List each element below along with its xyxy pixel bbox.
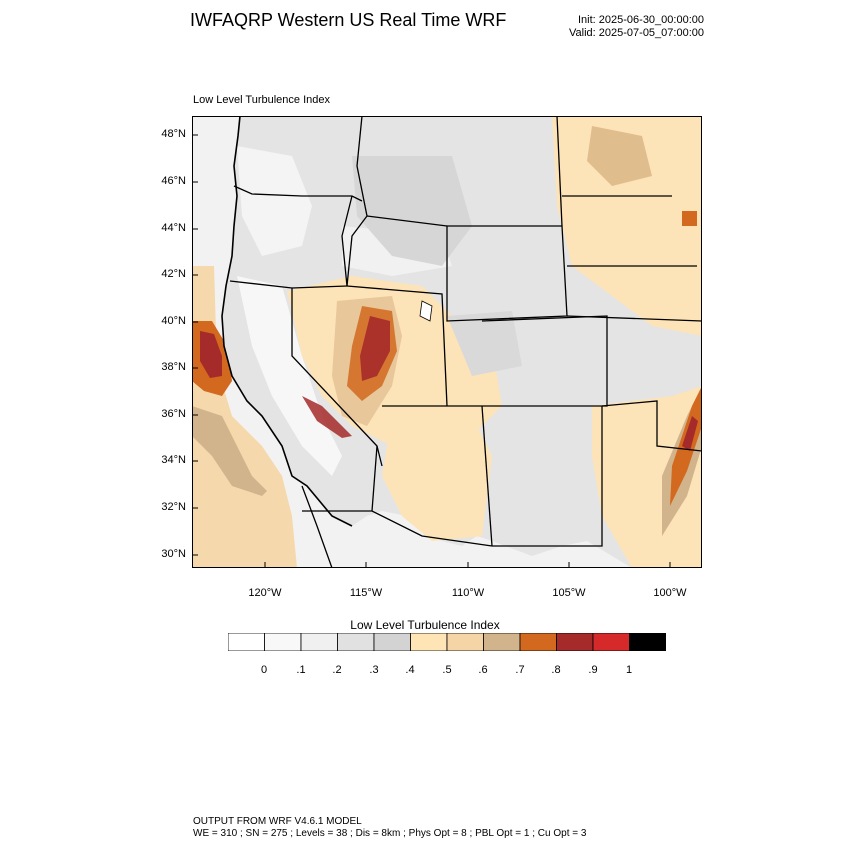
- colorbar-label-0-4: .4: [405, 664, 415, 676]
- montana-brown: [587, 126, 652, 186]
- map-frame: [192, 116, 702, 568]
- colorbar-label-0: 0: [260, 664, 268, 676]
- pacific-tan-field: [192, 266, 297, 568]
- colorbar-swatch-7: [483, 633, 521, 651]
- lat-label-46n: 46°N: [161, 175, 186, 187]
- lat-label-30n: 30°N: [161, 548, 186, 560]
- colorbar-label-0-5: .5: [442, 664, 452, 676]
- model-footer: OUTPUT FROM WRF V4.6.1 MODEL WE = 310 ; …: [193, 816, 586, 840]
- colorado-grey: [447, 311, 522, 376]
- main-title: IWFAQRP Western US Real Time WRF: [190, 10, 507, 30]
- sierra-streak: [302, 396, 352, 438]
- colorbar-swatch-9: [556, 633, 594, 651]
- southern-plains-tan: [592, 386, 702, 568]
- footer-model-line: OUTPUT FROM WRF V4.6.1 MODEL: [193, 816, 362, 827]
- colorbar-label-1: 1: [625, 664, 633, 676]
- colorbar: [228, 633, 666, 651]
- lat-label-42n: 42°N: [161, 268, 186, 280]
- coastline: [221, 116, 353, 527]
- lat-label-44n: 44°N: [161, 222, 186, 234]
- colorbar-label-0-9: .9: [588, 664, 598, 676]
- run-info: Init: 2025-06-30_00:00:00 Valid: 2025-07…: [569, 14, 704, 40]
- lat-label-40n: 40°N: [161, 315, 186, 327]
- colorbar-swatch-11: [629, 633, 666, 651]
- colorbar-swatch-6: [446, 633, 484, 651]
- lat-label-34n: 34°N: [161, 454, 186, 466]
- colorbar-swatch-2: [300, 633, 338, 651]
- colorbar-swatch-5: [410, 633, 448, 651]
- lon-label-120w: 120°W: [248, 587, 282, 599]
- colorbar-label-0-2: .2: [332, 664, 342, 676]
- colorbar-swatch-8: [519, 633, 557, 651]
- great-basin-red: [360, 316, 390, 381]
- footer-config-line: WE = 310 ; SN = 275 ; Levels = 38 ; Dis …: [193, 828, 587, 839]
- pacific-nw-light: [237, 146, 312, 256]
- colorbar-title: Low Level Turbulence Index: [350, 618, 500, 632]
- southwest-tan: [382, 416, 492, 541]
- central-valley-light: [237, 276, 342, 476]
- field-title: Low Level Turbulence Index: [193, 94, 330, 106]
- lon-label-110w: 110°W: [451, 587, 485, 599]
- map-panel: [192, 116, 702, 568]
- pacific-red-core: [200, 331, 222, 378]
- texas-red-core: [682, 416, 698, 451]
- pacific-brown-field: [192, 406, 267, 496]
- lat-label-48n: 48°N: [161, 128, 186, 140]
- colorbar-swatch-4: [373, 633, 411, 651]
- colorbar-swatch-10: [592, 633, 630, 651]
- colorbar-swatch-3: [337, 633, 375, 651]
- colorbar-swatch-0: [228, 633, 265, 651]
- colorbar-label-0-8: .8: [551, 664, 561, 676]
- colorbar-label-0-1: .1: [296, 664, 306, 676]
- lat-label-36n: 36°N: [161, 408, 186, 420]
- lat-label-32n: 32°N: [161, 501, 186, 513]
- colorbar-label-0-7: .7: [515, 664, 525, 676]
- baja-coast: [301, 485, 333, 568]
- lon-label-105w: 105°W: [552, 587, 586, 599]
- rockies-grey: [352, 156, 472, 266]
- colorbar-swatch-1: [264, 633, 302, 651]
- lat-label-38n: 38°N: [161, 361, 186, 373]
- south-dakota-orange: [682, 211, 697, 226]
- northern-plains-tan: [552, 116, 702, 336]
- lon-label-100w: 100°W: [653, 587, 687, 599]
- lat-ticks: [192, 134, 198, 556]
- state-boundaries: [229, 116, 702, 547]
- init-time: Init: 2025-06-30_00:00:00: [578, 14, 704, 26]
- colorbar-label-0-3: .3: [369, 664, 379, 676]
- lon-ticks: [264, 562, 671, 568]
- valid-time: Valid: 2025-07-05_07:00:00: [569, 27, 704, 39]
- lon-label-115w: 115°W: [349, 587, 383, 599]
- colorbar-label-0-6: .6: [478, 664, 488, 676]
- great-salt-lake: [419, 300, 433, 322]
